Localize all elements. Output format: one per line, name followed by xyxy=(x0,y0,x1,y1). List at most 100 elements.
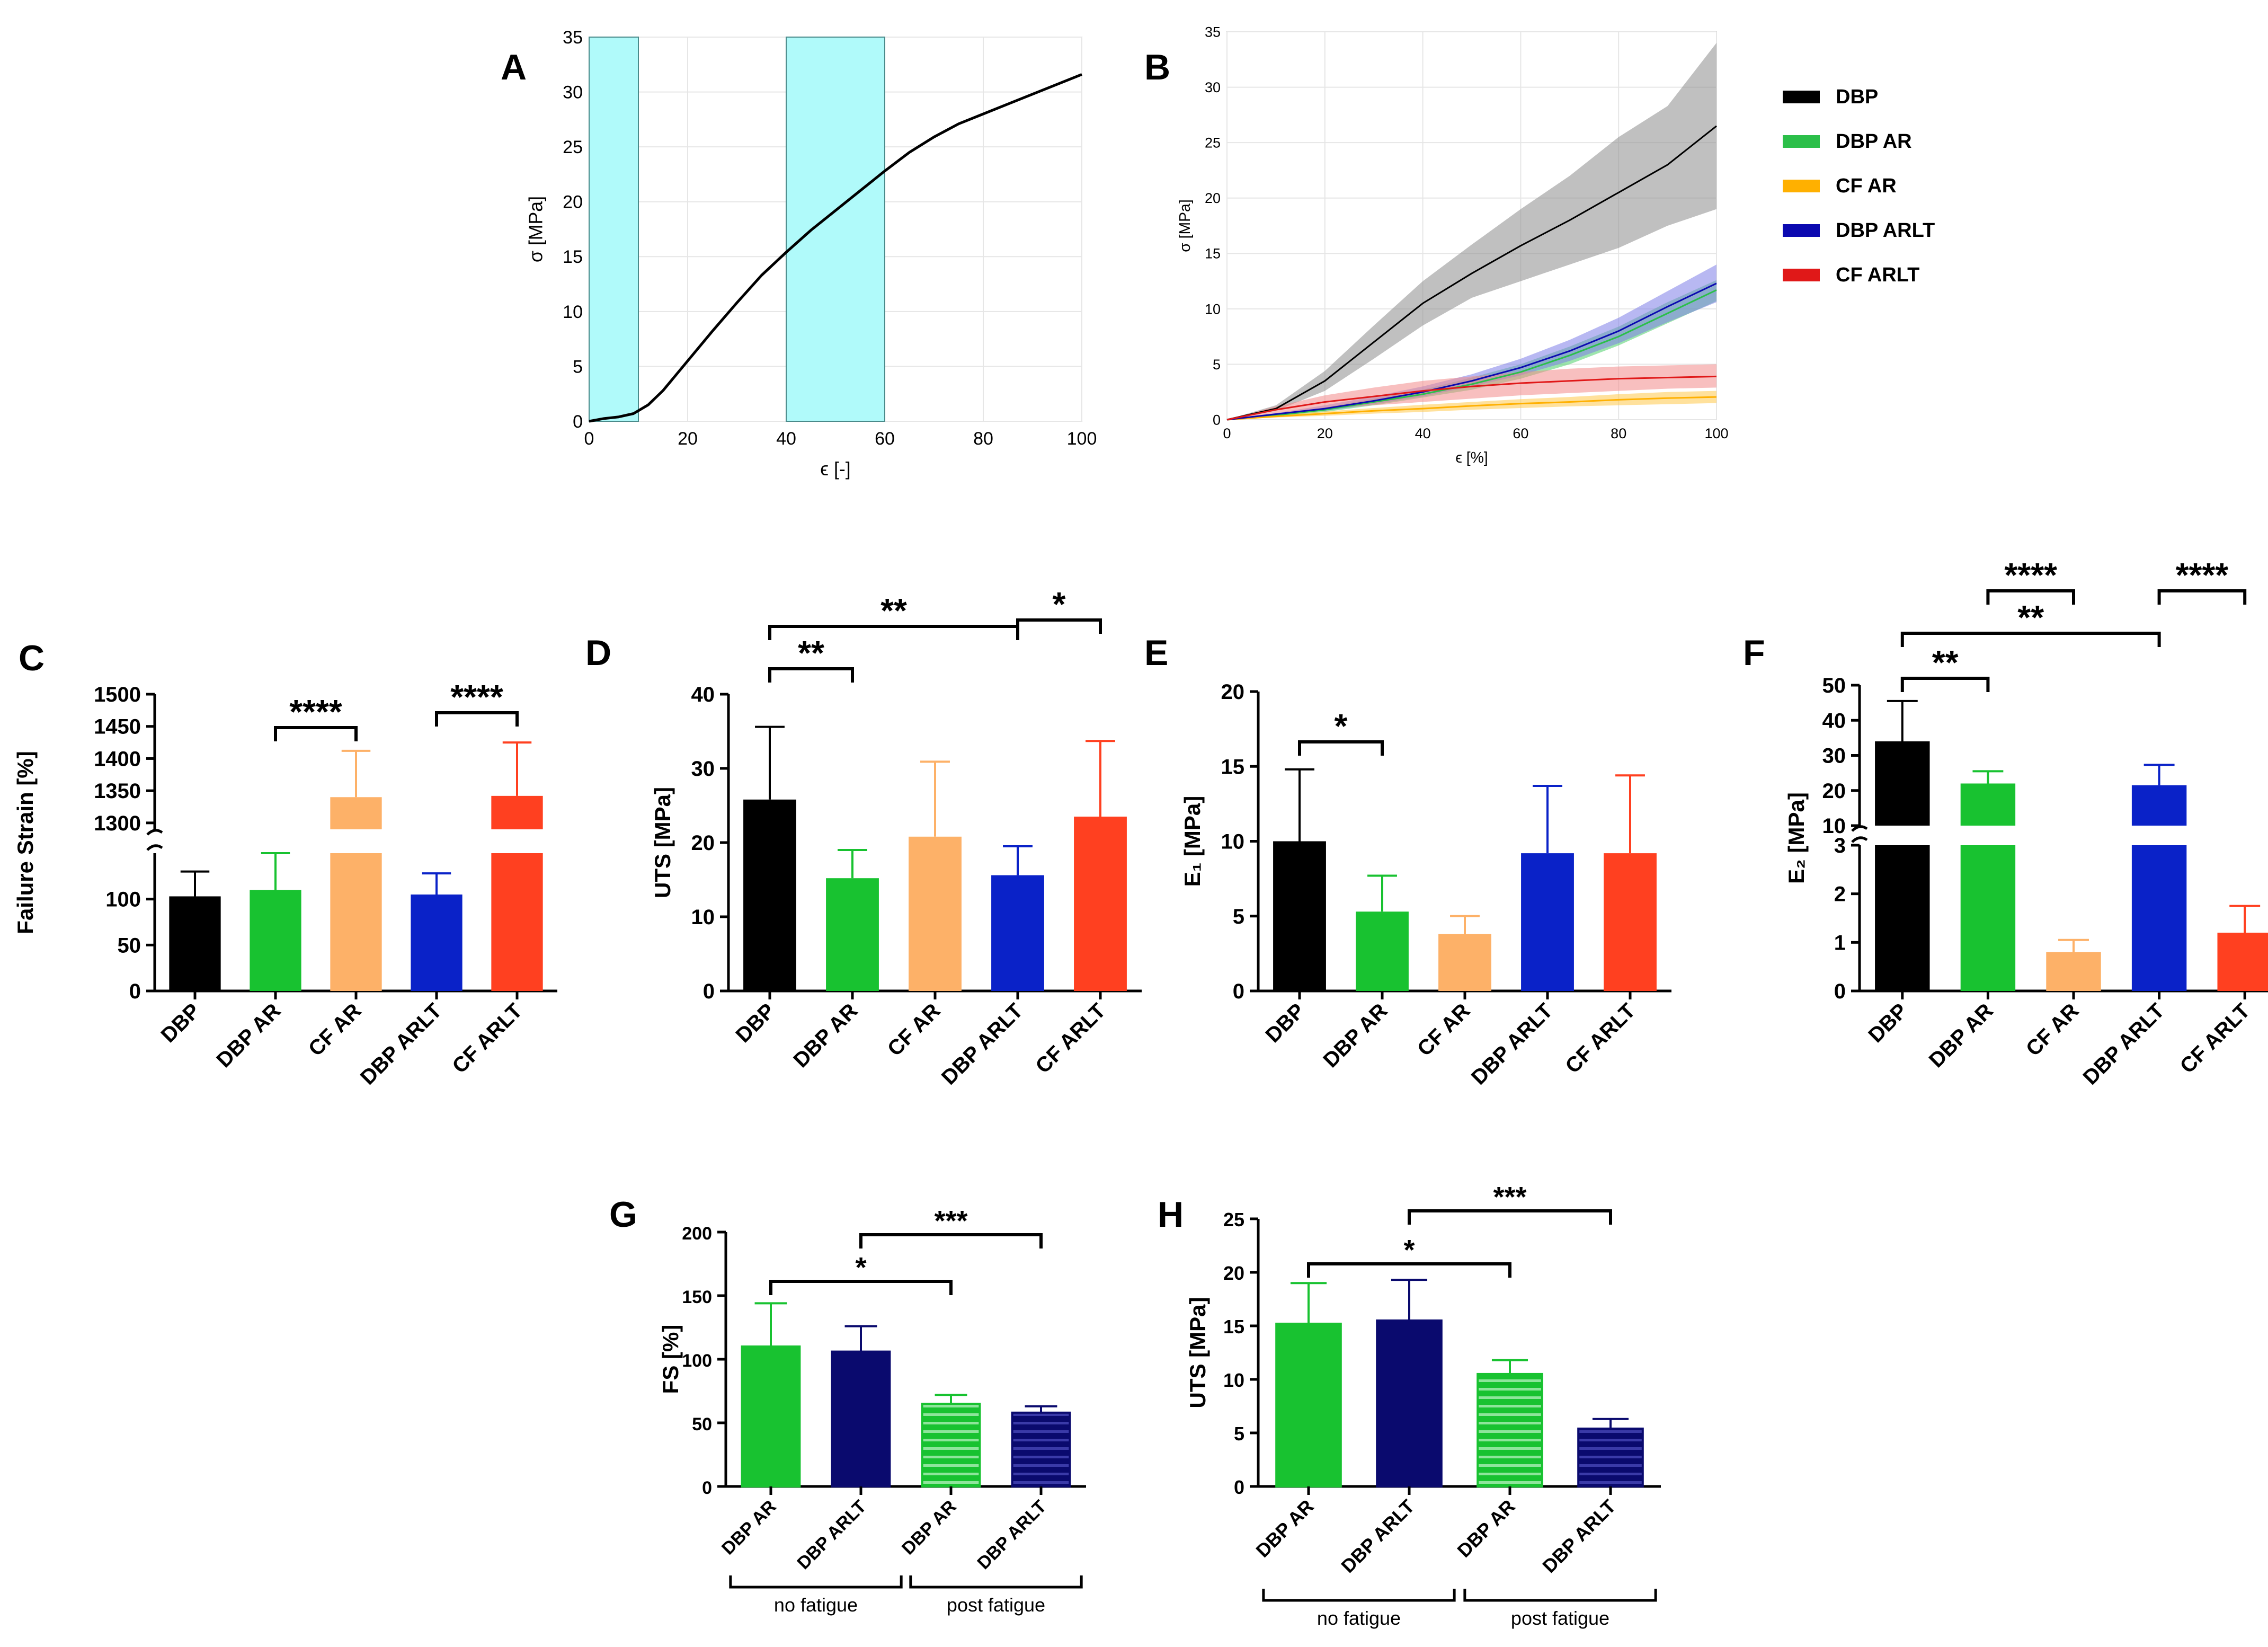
y-tick-label: 150 xyxy=(682,1287,712,1307)
group-bracket-0 xyxy=(729,1575,903,1589)
y-tick-label: 25 xyxy=(1205,135,1221,151)
y-tick-label: 25 xyxy=(563,137,583,157)
y-tick-label: 35 xyxy=(1205,24,1221,40)
bar-3 xyxy=(1521,853,1574,991)
bar-2 xyxy=(1438,934,1491,991)
x-axis-label: ϵ [-] xyxy=(820,458,850,480)
legend-label-4: CF ARLT xyxy=(1836,264,1919,286)
group-bracket-0 xyxy=(1262,1589,1456,1602)
x-tick-label: 60 xyxy=(875,429,895,449)
significance-label-0: **** xyxy=(289,693,342,731)
confidence-band-3 xyxy=(1227,264,1716,420)
significance-bracket-0 xyxy=(768,667,854,683)
series-line-3 xyxy=(1226,282,1717,421)
x-tick-label-1: DBP ARLT xyxy=(1337,1495,1418,1577)
panel-label: D xyxy=(585,633,611,673)
x-tick-label-4: CF ARLT xyxy=(1031,999,1110,1078)
y-tick-label: 50 xyxy=(1822,674,1846,697)
y-axis-label: E₁ [MPa] xyxy=(1180,796,1205,887)
significance-label-0: * xyxy=(855,1252,866,1283)
bar-4 xyxy=(491,795,543,829)
panel-label: F xyxy=(1743,633,1765,673)
y-tick-label: 100 xyxy=(682,1351,712,1371)
y-tick-label: 3 xyxy=(1834,834,1846,857)
x-tick-label-3: DBP ARLT xyxy=(1538,1495,1620,1577)
y-tick-label: 5 xyxy=(573,357,583,377)
x-tick-label: 60 xyxy=(1513,426,1528,441)
axis-break-mark xyxy=(1851,825,1868,832)
y-tick-label: 0 xyxy=(573,412,583,432)
panel-a-line-chart: 0 20 40 60 80 100 0 5 10 15 20 25 30 35 ϵ [-] σ [MPa] A xyxy=(501,28,1097,480)
y-tick-label: 20 xyxy=(1223,1262,1244,1284)
bar-4 xyxy=(1074,817,1127,991)
x-tick-label: 20 xyxy=(678,429,698,449)
y-tick-label: 1500 xyxy=(94,683,141,706)
bar-2 xyxy=(330,797,382,829)
y-axis-label: UTS [MPa] xyxy=(650,787,675,898)
significance-bracket-0 xyxy=(1298,740,1384,756)
significance-label-1: ** xyxy=(2017,598,2044,636)
series-line-2 xyxy=(1226,396,1717,421)
x-tick-label-3: DBP ARLT xyxy=(356,999,446,1089)
group-bracket-1 xyxy=(1463,1589,1657,1602)
legend-swatch-1 xyxy=(1783,135,1820,148)
significance-bracket-1 xyxy=(1900,632,2161,647)
y-tick-label: 30 xyxy=(563,82,583,102)
y-tick-label: 30 xyxy=(1822,745,1846,768)
x-tick-label-0: DBP xyxy=(1864,999,1912,1047)
y-axis-label: σ [MPa] xyxy=(1177,199,1194,252)
series-line-4 xyxy=(1226,375,1717,421)
x-tick-label: 100 xyxy=(1067,429,1097,449)
y-tick-label: 10 xyxy=(1223,1369,1244,1391)
y-tick-label: 40 xyxy=(691,683,715,706)
x-tick-label-2: DBP AR xyxy=(1453,1495,1519,1562)
x-tick-label-1: DBP AR xyxy=(212,999,285,1072)
y-tick-label: 1300 xyxy=(94,812,141,835)
x-tick-label-0: DBP xyxy=(1261,999,1310,1047)
y-tick-label: 50 xyxy=(118,934,141,957)
bar-1 xyxy=(1960,783,2016,826)
legend-label-0: DBP xyxy=(1836,86,1878,108)
y-tick-label: 25 xyxy=(1223,1209,1244,1230)
y-tick-label: 15 xyxy=(1223,1316,1244,1338)
significance-label-2: * xyxy=(1053,585,1066,623)
x-tick-label: 80 xyxy=(1611,426,1626,441)
significance-label-1: ** xyxy=(880,591,907,630)
x-tick-label: 40 xyxy=(1415,426,1431,441)
x-tick-label-1: DBP AR xyxy=(1925,999,1998,1072)
significance-bracket-0 xyxy=(274,726,358,741)
x-tick-label-0: DBP AR xyxy=(1251,1495,1318,1562)
legend-swatch-4 xyxy=(1783,269,1820,281)
y-tick-label: 0 xyxy=(1233,980,1244,1003)
x-tick-label-2: DBP AR xyxy=(898,1497,960,1559)
x-tick-label-3: DBP ARLT xyxy=(973,1497,1050,1573)
x-tick-label-4: CF ARLT xyxy=(448,999,527,1078)
y-tick-label: 100 xyxy=(105,888,141,911)
bar-0 xyxy=(1275,1322,1342,1487)
bar-1 xyxy=(1376,1319,1443,1487)
axis-break-mark xyxy=(146,829,163,836)
y-tick-label: 20 xyxy=(691,831,715,855)
y-tick-label: 0 xyxy=(703,980,715,1003)
y-tick-label: 20 xyxy=(563,192,583,212)
bar-1-lower xyxy=(1960,845,2016,991)
x-tick-label: 0 xyxy=(1223,426,1231,441)
significance-bracket-0 xyxy=(769,1280,953,1295)
group-bracket-1 xyxy=(909,1575,1083,1589)
y-axis-label: E₂ [MPa] xyxy=(1784,792,1809,884)
bar-3 xyxy=(1011,1411,1071,1488)
bar-1 xyxy=(250,890,301,991)
bar-2 xyxy=(1477,1372,1543,1487)
y-tick-label: 10 xyxy=(691,906,715,929)
significance-bracket-3 xyxy=(2157,589,2247,605)
highlight-range xyxy=(589,37,639,422)
series-line-1 xyxy=(1226,289,1717,421)
y-axis-label: UTS [MPa] xyxy=(1185,1297,1210,1409)
significance-bracket-0 xyxy=(1900,677,1990,692)
x-tick-label-4: CF ARLT xyxy=(1561,999,1640,1078)
